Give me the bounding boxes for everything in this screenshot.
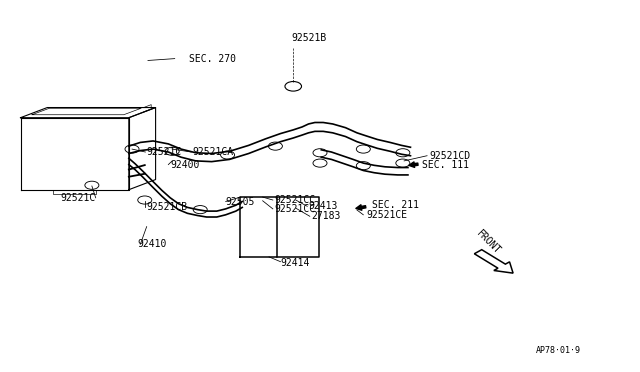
Text: 92521CB: 92521CB	[147, 202, 188, 212]
Text: AP78·01·9: AP78·01·9	[536, 346, 580, 355]
Text: SEC. 270: SEC. 270	[189, 54, 236, 64]
Text: FRONT: FRONT	[474, 228, 502, 256]
Text: 92521B: 92521B	[291, 33, 326, 43]
Text: 92521CC: 92521CC	[274, 195, 316, 205]
Text: SEC. 211: SEC. 211	[372, 200, 419, 210]
Text: 92505: 92505	[226, 196, 255, 206]
FancyArrow shape	[474, 250, 513, 273]
Text: 92521CE: 92521CE	[366, 210, 407, 220]
Text: 92400: 92400	[170, 160, 200, 170]
Text: 27183: 27183	[312, 211, 341, 221]
Text: 92521CD: 92521CD	[429, 151, 471, 161]
Text: 92414: 92414	[280, 258, 310, 268]
Text: SEC. 111: SEC. 111	[422, 160, 469, 170]
Text: 92413: 92413	[308, 201, 338, 211]
Text: 92521CA: 92521CA	[193, 147, 234, 157]
Text: 92521C: 92521C	[147, 147, 182, 157]
Text: 92521C: 92521C	[61, 193, 96, 203]
Text: 92521CC: 92521CC	[274, 204, 316, 214]
Text: 92410: 92410	[137, 239, 166, 249]
